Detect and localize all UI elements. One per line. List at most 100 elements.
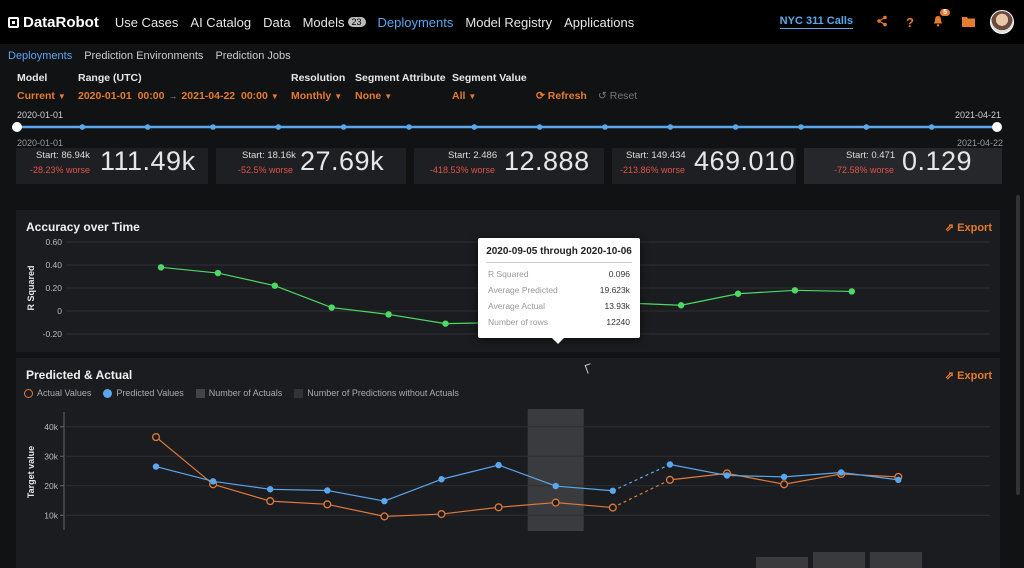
slider-tick[interactable]: [275, 124, 282, 130]
slider-tick[interactable]: [144, 124, 151, 130]
actual-value-point[interactable]: [323, 500, 332, 509]
range-end-date[interactable]: 2021-04-22: [181, 90, 236, 102]
metric-start: Start: 18.16k: [242, 150, 296, 161]
slider-tick[interactable]: [210, 124, 216, 130]
range-start-time[interactable]: 00:00: [137, 90, 165, 102]
legend-number-of-actuals[interactable]: Number of Actuals: [195, 388, 282, 398]
actual-value-point[interactable]: [608, 503, 617, 512]
actual-line-segment: [212, 483, 271, 502]
actual-value-point[interactable]: [780, 480, 789, 489]
resolution-select[interactable]: Monthly ▼: [291, 90, 345, 102]
folder-icon[interactable]: [962, 15, 975, 30]
reset-button[interactable]: ↺ Reset: [598, 90, 637, 102]
predicted-value-point[interactable]: [324, 487, 331, 494]
metric-tile-5[interactable]: Start: 0.471 -72.58% worse 0.129: [804, 146, 1002, 184]
predicted-value-point[interactable]: [209, 478, 217, 485]
r-squared-point[interactable]: [442, 320, 449, 327]
predicted-value-point[interactable]: [838, 469, 845, 476]
predicted-actual-panel: Predicted & Actual ⇗ Export: [16, 358, 1000, 568]
predicted-export-button[interactable]: ⇗ Export: [945, 369, 992, 382]
actuals-count-bar[interactable]: [756, 557, 808, 568]
predicted-value-point[interactable]: [723, 472, 731, 479]
predicted-value-point[interactable]: [495, 461, 502, 469]
slider-tick[interactable]: [928, 124, 935, 130]
r-squared-point[interactable]: [385, 311, 392, 318]
predicted-value-point[interactable]: [381, 497, 388, 505]
predicted-value-point[interactable]: [267, 486, 274, 493]
actual-value-point[interactable]: [266, 497, 275, 506]
model-select[interactable]: Current ▼: [17, 90, 66, 102]
accuracy-export-button[interactable]: ⇗ Export: [945, 221, 992, 234]
tab-prediction-environments[interactable]: Prediction Environments: [84, 50, 204, 62]
user-avatar[interactable]: [990, 10, 1014, 34]
actual-value-point[interactable]: [494, 503, 503, 512]
metric-start: Start: 2.486: [448, 150, 498, 161]
actuals-count-bar[interactable]: [813, 552, 865, 568]
nav-data[interactable]: Data: [263, 14, 291, 30]
slider-tick[interactable]: [798, 124, 804, 130]
slider-tick[interactable]: [602, 124, 608, 130]
predicted-value-point[interactable]: [152, 463, 160, 470]
slider-tick[interactable]: [471, 124, 478, 130]
metric-tile-1[interactable]: Start: 86.94k -28.23% worse 111.49k: [16, 146, 208, 184]
predicted-value-point[interactable]: [438, 476, 445, 483]
range-end-time[interactable]: 00:00: [240, 90, 268, 102]
legend-predicted-values[interactable]: Predicted Values: [103, 388, 184, 398]
actual-value-point[interactable]: [665, 475, 674, 484]
actual-value-point[interactable]: [380, 512, 389, 521]
highlighted-period-bar[interactable]: [527, 409, 584, 531]
predicted-value-point[interactable]: [780, 473, 788, 481]
segment-value-select[interactable]: All ▼: [452, 90, 527, 102]
notifications-bell-icon[interactable]: 5: [932, 8, 950, 30]
page-scrollbar[interactable]: [1016, 195, 1020, 495]
share-icon[interactable]: [876, 15, 888, 30]
slider-end-handle[interactable]: [992, 122, 1002, 132]
r-squared-point[interactable]: [791, 287, 799, 294]
metric-tile-2[interactable]: Start: 18.16k -52.5% worse 27.69k: [216, 146, 406, 184]
r-squared-point[interactable]: [848, 288, 855, 295]
slider-tick[interactable]: [79, 124, 86, 130]
metric-tile-4[interactable]: Start: 149.434 -213.86% worse 469.010: [612, 146, 796, 184]
refresh-button[interactable]: ⟳ Refresh: [536, 90, 587, 102]
predicted-value-point[interactable]: [609, 487, 616, 494]
slider-tick[interactable]: [536, 124, 543, 130]
predicted-value-point[interactable]: [666, 461, 674, 468]
tab-prediction-jobs[interactable]: Prediction Jobs: [215, 50, 291, 62]
metric-tile-3[interactable]: Start: 2.486 -418.53% worse 12.888: [414, 146, 604, 184]
predicted-line-segment: [555, 485, 613, 492]
slider-tick[interactable]: [732, 124, 739, 130]
nav-use-cases[interactable]: Use Cases: [114, 14, 179, 30]
legend-actual-values[interactable]: Actual Values: [24, 388, 91, 398]
nav-model-registry[interactable]: Model Registry: [465, 14, 553, 30]
datarobot-logo[interactable]: DataRobot: [8, 14, 99, 31]
nav-deployments[interactable]: Deployments: [377, 14, 454, 30]
range-start-date[interactable]: 2020-01-01: [78, 90, 132, 102]
nav-models[interactable]: Models 23: [303, 15, 366, 30]
r-squared-point[interactable]: [677, 302, 685, 309]
actual-value-point[interactable]: [437, 510, 446, 519]
tab-deployments[interactable]: Deployments: [8, 50, 73, 62]
nav-ai-catalog[interactable]: AI Catalog: [190, 14, 252, 30]
r-squared-point[interactable]: [271, 282, 278, 289]
slider-tick[interactable]: [340, 124, 347, 130]
help-icon[interactable]: ?: [906, 14, 914, 30]
slider-tick[interactable]: [863, 124, 870, 130]
tooltip-row: Average Actual 13.93k: [488, 301, 630, 311]
project-name-link[interactable]: NYC 311 Calls: [779, 15, 854, 29]
actual-value-point[interactable]: [151, 433, 161, 442]
r-squared-point[interactable]: [214, 269, 222, 277]
slider-start-handle[interactable]: [12, 122, 22, 132]
segment-attribute-select[interactable]: None ▼: [355, 90, 446, 102]
predicted-value-point[interactable]: [552, 482, 559, 490]
legend-predictions-without-actuals[interactable]: Number of Predictions without Actuals: [294, 388, 459, 398]
predicted-value-point[interactable]: [895, 476, 902, 484]
slider-tick[interactable]: [406, 124, 412, 130]
r-squared-point[interactable]: [734, 290, 742, 297]
date-range-slider[interactable]: [0, 120, 1024, 136]
slider-tick[interactable]: [667, 124, 674, 130]
actual-value-point[interactable]: [551, 498, 560, 507]
r-squared-point[interactable]: [157, 264, 165, 271]
nav-applications[interactable]: Applications: [564, 14, 635, 30]
r-squared-point[interactable]: [328, 304, 335, 311]
actuals-count-bar[interactable]: [870, 552, 922, 568]
